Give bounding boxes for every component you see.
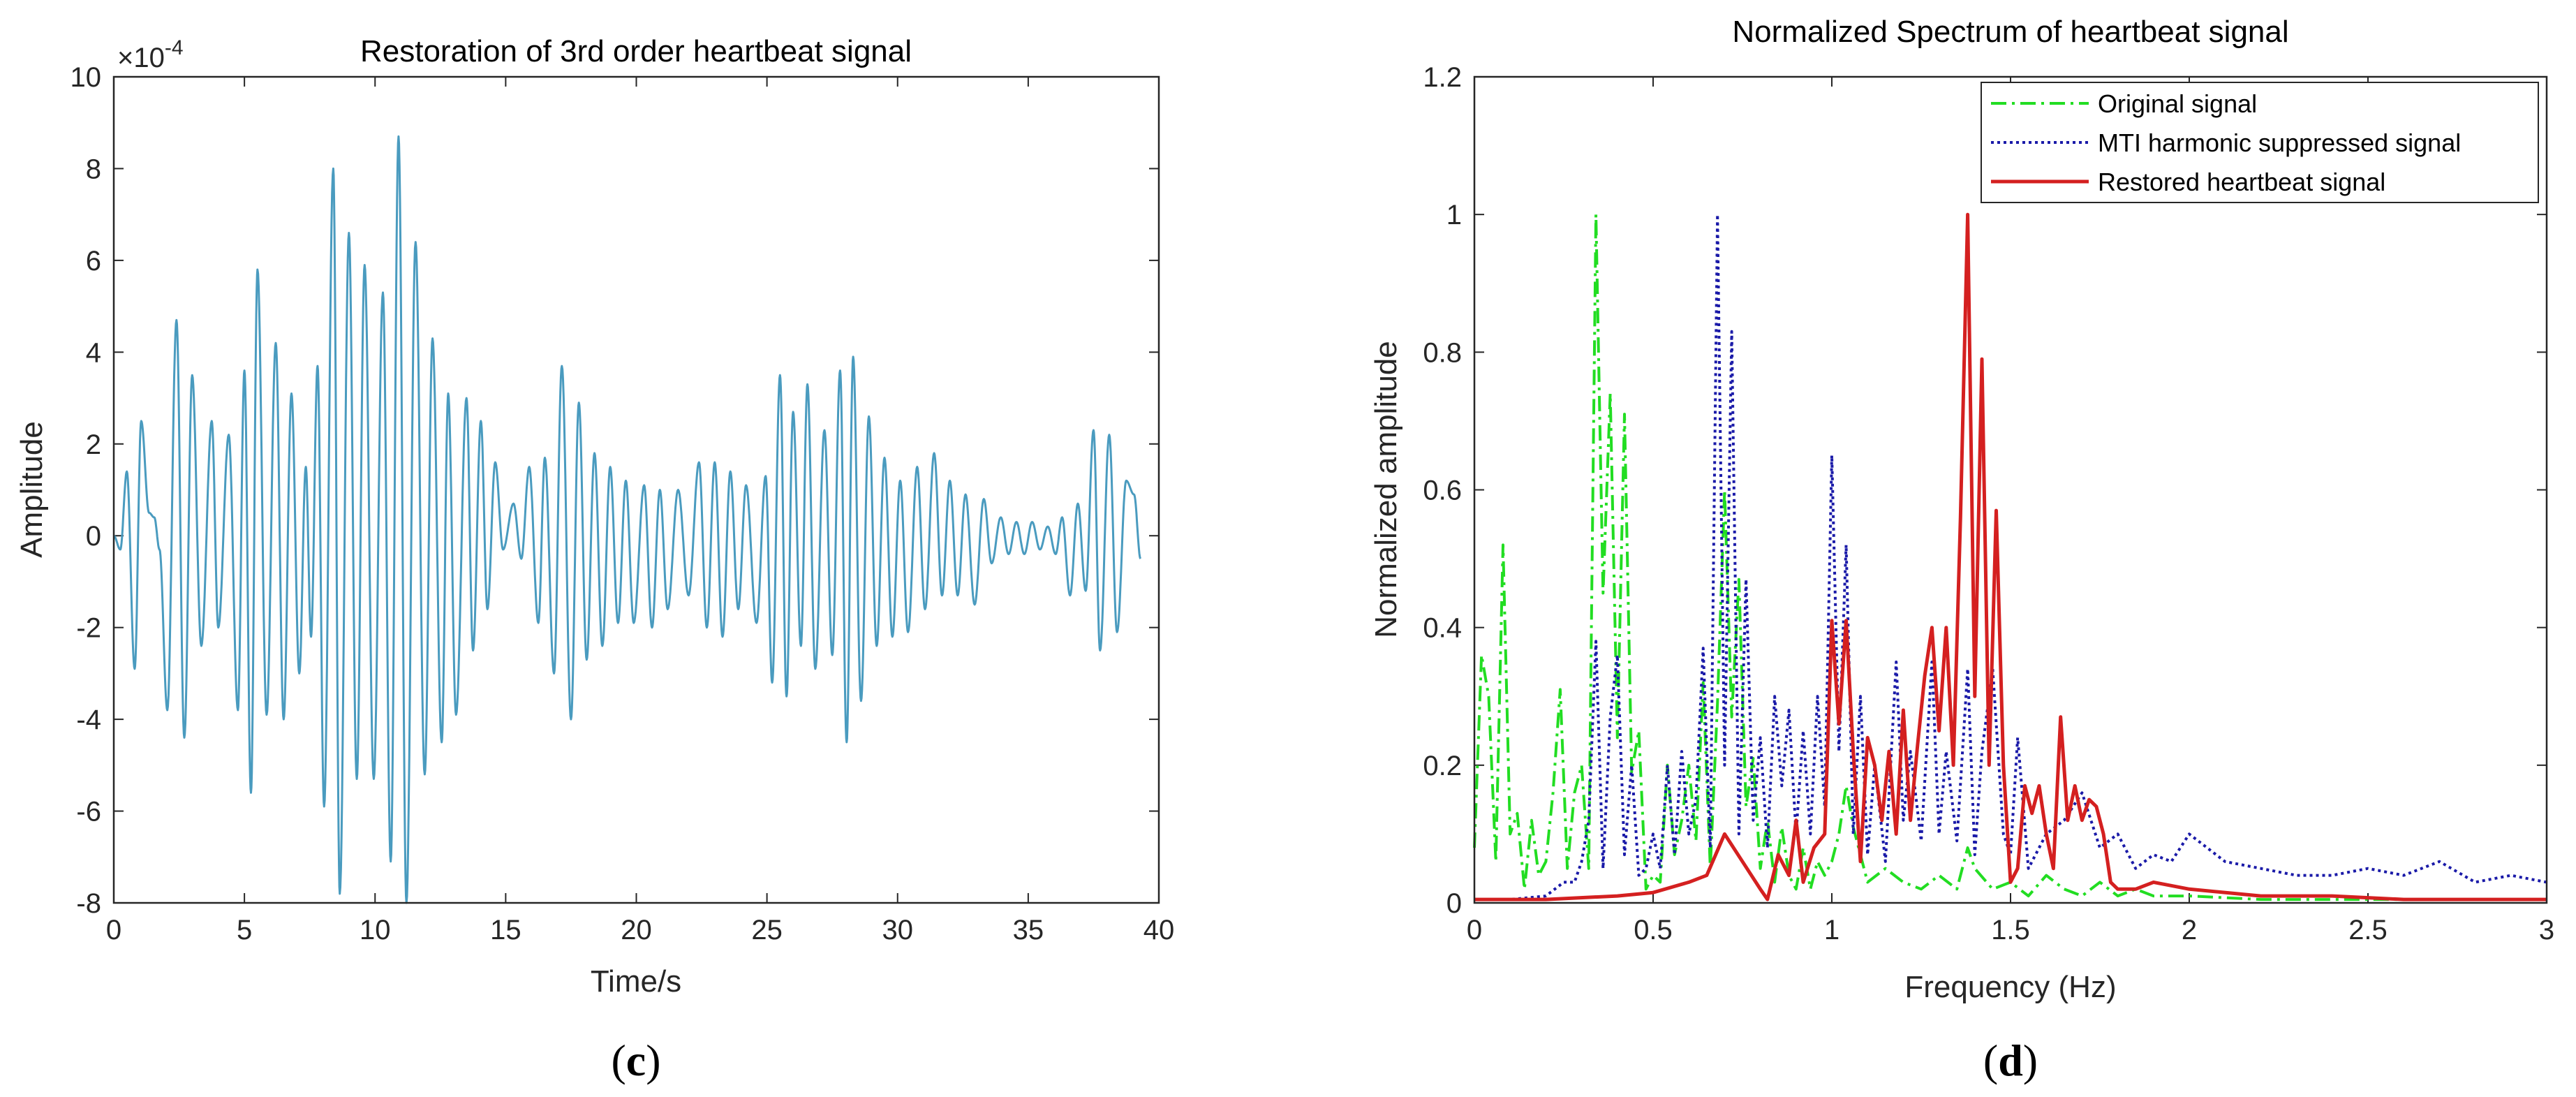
- d-y-tick-label: 0.2: [1423, 751, 1462, 781]
- c-panel-letter: c: [626, 1036, 646, 1085]
- c-y-tick-label: 2: [86, 429, 101, 460]
- d-y-tick-label: 1: [1446, 200, 1462, 230]
- d-y-tick-labels: 0 0.2 0.4 0.6 0.8 1 1.2: [1423, 62, 1462, 919]
- c-y-tick-label: 8: [86, 154, 101, 184]
- d-y-tick-label: 0.8: [1423, 337, 1462, 368]
- d-y-axis-label: Normalized amplitude: [1369, 341, 1403, 638]
- panel-c: 0 5 10 15 20 25 30 35 40 -8 -6 -4 -2 0 2 4 6 8 10 Restora…: [15, 34, 1174, 1085]
- d-axes-box: [1473, 75, 2548, 904]
- c-y-tick-label: -6: [76, 797, 101, 827]
- c-exponent-power: -4: [165, 36, 184, 59]
- c-panel-label: (c): [611, 1036, 660, 1085]
- d-y-tick-label: 0: [1446, 888, 1462, 919]
- c-series-line: [113, 135, 1142, 904]
- c-y-tick-label: 0: [86, 521, 101, 552]
- c-x-tick-label: 20: [621, 915, 652, 945]
- c-x-tick-label: 5: [237, 915, 252, 945]
- c-x-tick-label: 0: [106, 915, 121, 945]
- c-exponent-label: ×10-4: [117, 36, 184, 73]
- d-panel-label: (d): [1983, 1036, 2038, 1085]
- c-plot-area: [113, 135, 1142, 904]
- d-x-tick-labels: 0 0.5 1 1.5 2 2.5 3: [1467, 915, 2554, 945]
- d-panel-letter: d: [1998, 1036, 2023, 1085]
- c-exponent-base: ×10: [117, 43, 165, 73]
- d-series-original: [1473, 213, 2547, 901]
- c-y-tick-label: -2: [76, 613, 101, 644]
- d-x-tick-label: 0.5: [1634, 915, 1673, 945]
- c-y-tick-label: -4: [76, 705, 101, 735]
- d-y-tick-label: 0.6: [1423, 476, 1462, 506]
- c-y-tick-labels: -8 -6 -4 -2 0 2 4 6 8 10: [71, 62, 102, 919]
- d-chart-title: Normalized Spectrum of heartbeat signal: [1732, 15, 2288, 49]
- c-y-tick-label: -8: [76, 888, 101, 919]
- c-x-tick-label: 15: [490, 915, 521, 945]
- legend-label-mti: MTI harmonic suppressed signal: [2098, 128, 2461, 157]
- c-axes-box: [112, 75, 1160, 904]
- d-x-tick-label: 3: [2539, 915, 2554, 945]
- c-x-tick-label: 40: [1143, 915, 1175, 945]
- d-legend: Original signal MTI harmonic suppressed …: [1981, 82, 2539, 203]
- c-x-tick-label: 10: [360, 915, 391, 945]
- d-x-tick-label: 2.5: [2348, 915, 2388, 945]
- d-x-axis-label: Frequency (Hz): [1904, 970, 2116, 1004]
- c-chart-title: Restoration of 3rd order heartbeat signa…: [360, 34, 912, 68]
- c-y-tick-label: 10: [71, 62, 102, 93]
- legend-label-original: Original signal: [2098, 89, 2257, 118]
- d-x-tick-label: 1.5: [1991, 915, 2030, 945]
- c-x-tick-label: 25: [751, 915, 783, 945]
- c-x-tick-label: 35: [1013, 915, 1044, 945]
- d-y-tick-label: 1.2: [1423, 62, 1462, 93]
- d-plot-area: [1473, 212, 2547, 901]
- c-y-axis-label: Amplitude: [15, 421, 49, 558]
- d-y-tick-label: 0.4: [1423, 613, 1462, 644]
- c-x-axis-label: Time/s: [591, 964, 681, 999]
- d-x-tick-label: 2: [2182, 915, 2197, 945]
- d-x-tick-label: 0: [1467, 915, 1482, 945]
- c-x-tick-labels: 0 5 10 15 20 25 30 35 40: [106, 915, 1174, 945]
- c-y-tick-label: 6: [86, 246, 101, 277]
- c-y-tick-label: 4: [86, 337, 101, 368]
- panel-d: 0 0.5 1 1.5 2 2.5 3 0 0.2 0.4 0.6 0.8 1 1.2 Normaliz…: [1369, 15, 2554, 1085]
- legend-label-restored: Restored heartbeat signal: [2098, 168, 2385, 196]
- d-x-tick-label: 1: [1824, 915, 1840, 945]
- c-x-tick-label: 30: [882, 915, 914, 945]
- d-series-restored: [1474, 212, 2547, 901]
